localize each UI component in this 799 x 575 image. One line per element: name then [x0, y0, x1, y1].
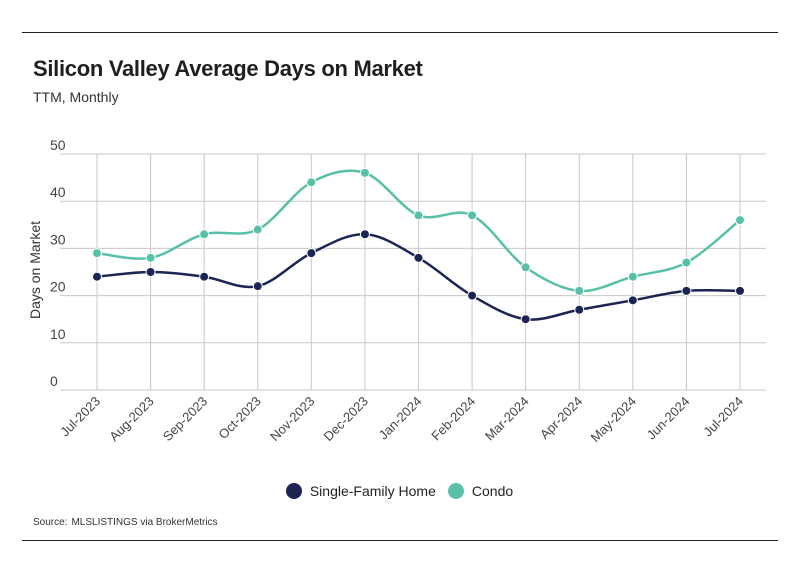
point-condo-mar-2024[interactable]: [520, 262, 531, 273]
point-single-family-home-jul-2023[interactable]: [92, 271, 102, 282]
point-condo-jul-2023[interactable]: [92, 248, 102, 259]
x-tick-label-jul-2024: Jul-2024: [700, 394, 746, 440]
point-condo-oct-2023[interactable]: [252, 224, 263, 235]
x-tick-label-mar-2024: Mar-2024: [482, 394, 532, 444]
y-tick-label-50: 50: [50, 137, 66, 153]
point-single-family-home-oct-2023[interactable]: [252, 281, 263, 292]
series-lines: [92, 167, 745, 325]
point-single-family-home-feb-2024[interactable]: [467, 290, 478, 301]
x-tick-label-jan-2024: Jan-2024: [376, 394, 425, 443]
chart-title: Silicon Valley Average Days on Market: [33, 56, 423, 81]
x-tick-label-nov-2023: Nov-2023: [267, 394, 317, 444]
point-condo-aug-2023[interactable]: [145, 252, 156, 263]
point-single-family-home-jul-2024[interactable]: [735, 285, 745, 296]
x-tick-label-oct-2023: Oct-2023: [215, 394, 263, 442]
x-tick-label-sep-2023: Sep-2023: [160, 394, 210, 444]
point-single-family-home-dec-2023[interactable]: [359, 229, 370, 240]
point-condo-nov-2023[interactable]: [306, 177, 317, 188]
point-single-family-home-jun-2024[interactable]: [681, 285, 692, 296]
source-label: Source:: [33, 517, 68, 528]
source-note: Source: MLSLISTINGS via BrokerMetrics: [33, 517, 222, 528]
point-condo-jun-2024[interactable]: [681, 257, 692, 268]
y-tick-label-30: 30: [50, 231, 66, 247]
legend-label-single-family: Single-Family Home: [309, 483, 436, 499]
point-single-family-home-may-2024[interactable]: [627, 295, 638, 306]
legend-item-condo[interactable]: Condo: [447, 483, 514, 499]
x-tick-label-jul-2023: Jul-2023: [57, 394, 103, 440]
point-single-family-home-nov-2023[interactable]: [306, 248, 317, 259]
x-tick-label-jun-2024: Jun-2024: [644, 394, 693, 443]
x-tick-label-apr-2024: Apr-2024: [537, 394, 585, 442]
y-tick-label-10: 10: [50, 326, 66, 342]
legend-label-condo: Condo: [471, 483, 514, 499]
x-tick-label-aug-2023: Aug-2023: [106, 394, 156, 444]
point-condo-feb-2024[interactable]: [467, 210, 478, 221]
legend-swatch-condo: [447, 483, 464, 499]
point-condo-may-2024[interactable]: [627, 271, 638, 282]
legend-swatch-single-family: [285, 483, 302, 499]
point-single-family-home-jan-2024[interactable]: [413, 252, 424, 263]
legend: Single-Family Home Condo: [0, 483, 799, 499]
x-tick-label-may-2024: May-2024: [587, 394, 638, 445]
point-single-family-home-aug-2023[interactable]: [145, 267, 156, 277]
x-axis-ticks: Jul-2023 Aug-2023 Sep-2023 Oct-2023 Nov-2023…: [57, 394, 746, 445]
x-tick-label-feb-2024: Feb-2024: [428, 394, 478, 444]
source-text: MLSLISTINGS via BrokerMetrics: [71, 517, 218, 528]
y-tick-label-0: 0: [50, 373, 58, 389]
y-axis-label: Days on Market: [27, 221, 43, 319]
y-tick-label-40: 40: [50, 184, 66, 200]
point-single-family-home-mar-2024[interactable]: [520, 314, 531, 325]
y-axis-ticks: 0 10 20 30 40 50: [50, 137, 66, 389]
chart-subtitle: TTM, Monthly: [33, 89, 119, 105]
y-tick-label-20: 20: [50, 279, 66, 295]
point-single-family-home-apr-2024[interactable]: [574, 304, 585, 315]
bottom-rule: [22, 540, 778, 541]
point-condo-jan-2024[interactable]: [413, 210, 424, 221]
top-rule: [22, 32, 778, 33]
point-condo-jul-2024[interactable]: [735, 215, 745, 226]
x-tick-label-dec-2023: Dec-2023: [321, 394, 371, 444]
point-condo-dec-2023[interactable]: [359, 167, 370, 178]
point-condo-apr-2024[interactable]: [574, 285, 585, 296]
legend-item-single-family[interactable]: Single-Family Home: [285, 483, 436, 499]
point-single-family-home-sep-2023[interactable]: [199, 271, 210, 282]
point-condo-sep-2023[interactable]: [199, 229, 210, 240]
